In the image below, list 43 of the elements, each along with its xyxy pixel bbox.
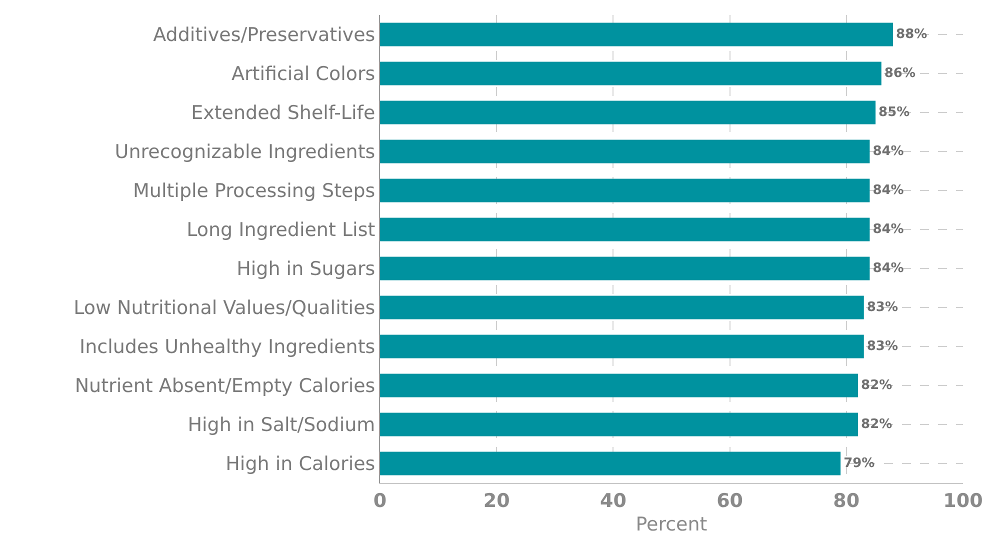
bar <box>380 100 876 124</box>
bar <box>380 22 894 46</box>
y-tick-label: Nutrient Absent/Empty Calories <box>74 375 376 398</box>
data-label: 84% <box>872 183 904 198</box>
data-label: 86% <box>884 66 916 81</box>
x-tick-label: 80 <box>833 490 860 512</box>
data-label: 84% <box>872 261 904 276</box>
bar <box>380 62 882 86</box>
y-tick-label: Multiple Processing Steps <box>133 180 376 202</box>
y-tick-label: Includes Unhealthy Ingredients <box>80 336 376 358</box>
bar <box>380 412 858 436</box>
y-tick-label: Extended Shelf-Life <box>191 102 376 124</box>
data-label: 82% <box>861 417 892 432</box>
data-label: 85% <box>878 105 910 120</box>
y-tick-label: High in Sugars <box>236 258 376 280</box>
bar <box>380 178 870 202</box>
data-label: 88% <box>896 27 928 42</box>
y-tick-label: Low Nutritional Values/Qualities <box>74 297 376 320</box>
x-tick-label: 20 <box>483 490 510 512</box>
data-label: 84% <box>872 222 904 237</box>
bar <box>380 140 870 164</box>
data-label: 82% <box>861 378 892 393</box>
y-tick-label: Additives/Preservatives <box>153 24 376 46</box>
x-tick-label: 100 <box>943 490 983 512</box>
bar <box>380 452 841 476</box>
x-tick-label: 40 <box>600 490 626 512</box>
bar <box>380 256 870 280</box>
data-label: 84% <box>872 144 904 159</box>
y-tick-label: High in Salt/Sodium <box>188 414 376 436</box>
y-tick-label: Long Ingredient List <box>186 219 376 242</box>
y-tick-label: Unrecognizable Ingredients <box>114 141 376 164</box>
x-tick-label: 0 <box>373 490 387 512</box>
bar <box>380 218 870 242</box>
x-axis-title: Percent <box>636 514 708 536</box>
data-label: 79% <box>844 456 875 471</box>
data-label: 83% <box>866 300 898 315</box>
y-tick-label: Artificial Colors <box>231 63 376 86</box>
bar <box>380 374 858 398</box>
data-label: 83% <box>866 339 898 354</box>
x-tick-label: 60 <box>716 490 744 512</box>
y-tick-label: High in Calories <box>226 453 376 476</box>
bar <box>380 296 864 320</box>
bar <box>380 334 864 358</box>
